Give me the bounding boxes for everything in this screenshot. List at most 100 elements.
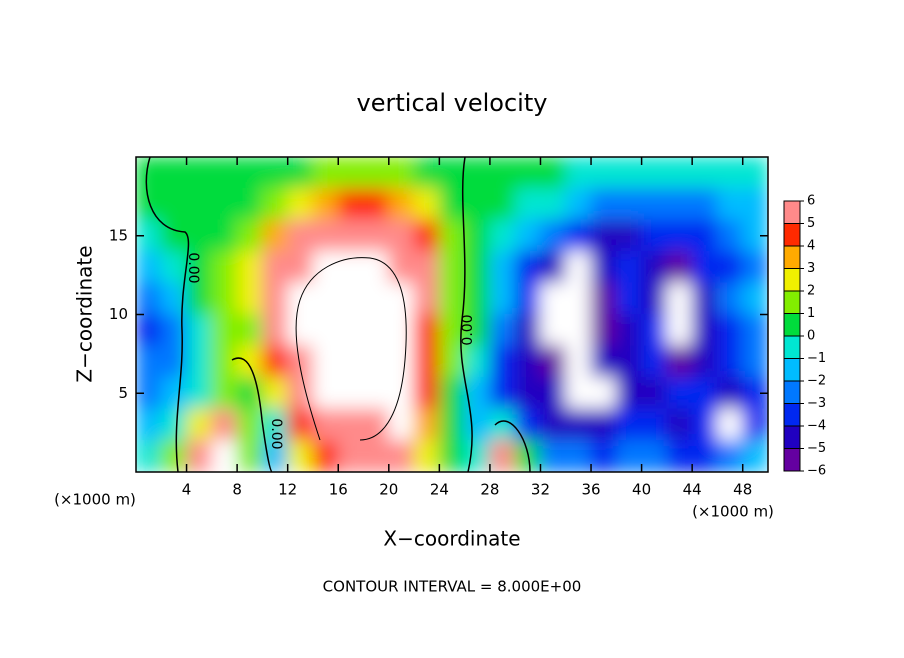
field-cell	[565, 345, 592, 378]
field-cell	[691, 314, 718, 347]
field-cell	[186, 345, 213, 378]
x-tick-label: 48	[733, 481, 752, 499]
field-cell	[641, 282, 668, 315]
field-cell	[186, 440, 213, 472]
field-cell	[565, 314, 592, 347]
colorbar-swatch	[783, 268, 801, 292]
x-tick-label: 36	[581, 481, 600, 499]
field-cell	[413, 377, 440, 410]
field-cell	[489, 188, 516, 221]
colorbar-tick-label: 1	[807, 306, 815, 321]
field-cell	[590, 377, 617, 410]
field-cell	[160, 440, 188, 472]
field-cell	[691, 408, 718, 441]
field-cell	[691, 377, 718, 410]
field-cell	[363, 219, 390, 252]
field-cell	[211, 251, 238, 284]
colorbar-swatch	[783, 403, 801, 427]
field-cell	[514, 314, 541, 347]
field-cell	[413, 282, 440, 315]
field-cell	[514, 345, 541, 378]
field-cell	[388, 440, 415, 472]
field-cell	[514, 251, 541, 284]
field-cell	[489, 219, 516, 252]
field-cell	[539, 188, 567, 221]
field-cell	[160, 377, 188, 410]
field-cell	[666, 345, 693, 378]
field-cell	[539, 219, 567, 252]
field-cell	[287, 188, 314, 221]
field-cell	[388, 282, 415, 315]
x-tick-label: 20	[379, 481, 398, 499]
field-cell	[565, 188, 592, 221]
field-cell	[261, 282, 289, 315]
field-cell	[615, 188, 643, 221]
field-cell	[236, 251, 263, 284]
field-cell	[363, 440, 390, 472]
field-cell	[539, 345, 567, 378]
field-cell	[160, 251, 188, 284]
field-cell	[388, 219, 415, 252]
field-cell	[716, 251, 744, 284]
field-cell	[160, 157, 188, 189]
field-cell	[388, 377, 415, 410]
x-tick-label: 40	[632, 481, 651, 499]
field-cell	[514, 377, 541, 410]
field-cell	[136, 408, 162, 441]
field-cell	[287, 345, 314, 378]
field-cell	[615, 377, 643, 410]
field-cell	[742, 282, 768, 315]
colorbar-tick-label: 4	[807, 239, 815, 254]
field-cell	[388, 251, 415, 284]
colorbar-tick-label: 5	[807, 216, 815, 231]
field-cell	[236, 440, 263, 472]
field-cell	[211, 408, 238, 441]
contour-line	[295, 257, 407, 441]
field-cell	[565, 219, 592, 252]
field-cell	[261, 377, 289, 410]
field-cell	[691, 251, 718, 284]
field-cell	[337, 345, 365, 378]
field-cell	[337, 314, 365, 347]
field-cell	[312, 345, 339, 378]
field-cell	[716, 282, 744, 315]
field-cells	[136, 157, 768, 472]
field-cell	[641, 219, 668, 252]
field-cell	[590, 440, 617, 472]
field-cell	[590, 345, 617, 378]
field-cell	[136, 345, 162, 378]
field-cell	[136, 282, 162, 315]
colorbar-tick-label: 2	[807, 284, 815, 299]
field-cell	[615, 345, 643, 378]
x-tick-label: 28	[480, 481, 499, 499]
field-cell	[615, 314, 643, 347]
field-cell	[489, 251, 516, 284]
field-cell	[160, 188, 188, 221]
field-cell	[363, 345, 390, 378]
field-cell	[691, 282, 718, 315]
field-cell	[590, 157, 617, 189]
contour-line	[460, 157, 473, 472]
field-cell	[489, 314, 516, 347]
colorbar-swatch	[783, 335, 801, 359]
field-cell	[590, 219, 617, 252]
field-cell	[287, 251, 314, 284]
field-cell	[236, 157, 263, 189]
field-cell	[666, 219, 693, 252]
field-cell	[363, 282, 390, 315]
field-cell	[514, 219, 541, 252]
contour-label: 0.00	[460, 314, 476, 345]
field-cell	[514, 282, 541, 315]
field-cell	[565, 251, 592, 284]
field-cell	[742, 157, 768, 189]
field-cell	[337, 377, 365, 410]
field-cell	[590, 251, 617, 284]
field-cell	[489, 157, 516, 189]
field-cell	[438, 251, 466, 284]
field-cell	[337, 408, 365, 441]
field-cell	[565, 157, 592, 189]
field-cell	[691, 188, 718, 221]
field-cell	[413, 440, 440, 472]
field-cell	[261, 157, 289, 189]
